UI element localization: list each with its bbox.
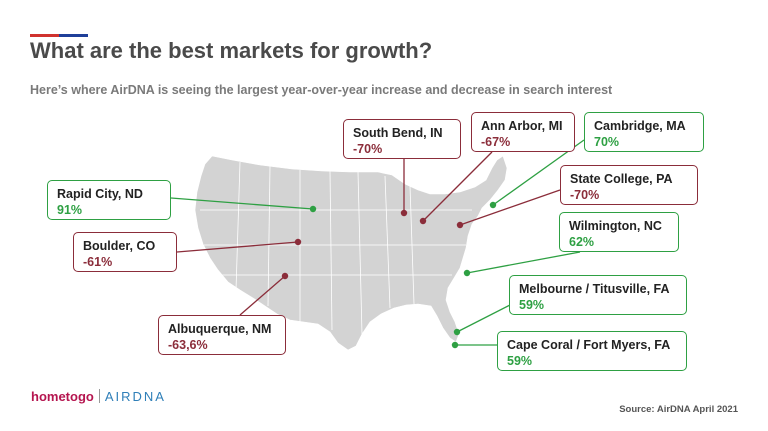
callout-value: -70% [353,142,383,156]
state-borders [200,161,472,335]
callout-city: State College, PA [570,172,673,186]
marker-boulder [294,238,302,246]
marker-cambridge [489,201,497,209]
callout-value: -61% [83,255,113,269]
page-title: What are the best markets for growth? [30,38,433,63]
callout-city: Melbourne / Titusville, FA [519,282,670,296]
marker-cape-coral [451,341,459,349]
callout-city: Wilmington, NC [569,219,662,233]
callout-melbourne: Melbourne / Titusville, FA 59% [509,275,687,315]
callout-value: 91% [57,203,83,217]
callout-cambridge: Cambridge, MA 70% [584,112,704,152]
callout-city: Cape Coral / Fort Myers, FA [507,338,671,352]
connector-rapid-city [170,197,314,210]
airdna-logo: AIRDNA [104,389,166,404]
callout-south-bend: South Bend, IN -70% [343,119,461,159]
callout-wilmington: Wilmington, NC 62% [559,212,679,252]
callout-rapid-city: Rapid City, ND 91% [47,180,171,220]
marker-state-college [456,221,464,229]
accent-bar-blue [59,34,88,37]
connector-melbourne [456,304,511,333]
accent-bar-red [30,34,59,37]
marker-rapid-city [309,205,317,213]
callout-value: 62% [569,235,595,249]
marker-wilmington [463,269,471,277]
connector-state-college [459,189,561,226]
callout-value: 59% [507,354,533,368]
logo-divider [98,389,100,403]
callout-value: 59% [519,298,545,312]
callout-ann-arbor: Ann Arbor, MI -67% [471,112,575,152]
source-note: Source: AirDNA April 2021 [619,404,738,415]
marker-south-bend [400,209,408,217]
callout-value: 70% [594,135,620,149]
title-accent-bar [30,34,88,37]
brand-logos: hometogo AIRDNA [31,389,166,404]
marker-melbourne [453,328,461,336]
marker-albuquerque [281,272,289,280]
callout-value: -70% [570,188,600,202]
callout-city: Rapid City, ND [57,187,143,201]
callout-city: South Bend, IN [353,126,443,140]
connector-albuquerque [239,275,286,316]
callout-state-college: State College, PA -70% [560,165,698,205]
callout-boulder: Boulder, CO -61% [73,232,177,272]
callout-city: Ann Arbor, MI [481,119,563,133]
callout-city: Boulder, CO [83,239,156,253]
connector-ann-arbor [422,151,493,222]
callout-city: Cambridge, MA [594,119,686,133]
hometogo-logo: hometogo [31,389,94,404]
connector-boulder [176,241,299,253]
callout-city: Albuquerque, NM [168,322,272,336]
callout-value: -67% [481,135,511,149]
marker-ann-arbor [419,217,427,225]
connector-wilmington [466,251,581,274]
page-subtitle: Here’s where AirDNA is seeing the larges… [30,83,613,97]
callout-value: -63,6% [168,338,208,352]
callout-albuquerque: Albuquerque, NM -63,6% [158,315,286,355]
callout-cape-coral: Cape Coral / Fort Myers, FA 59% [497,331,687,371]
us-land-shape [194,155,508,351]
